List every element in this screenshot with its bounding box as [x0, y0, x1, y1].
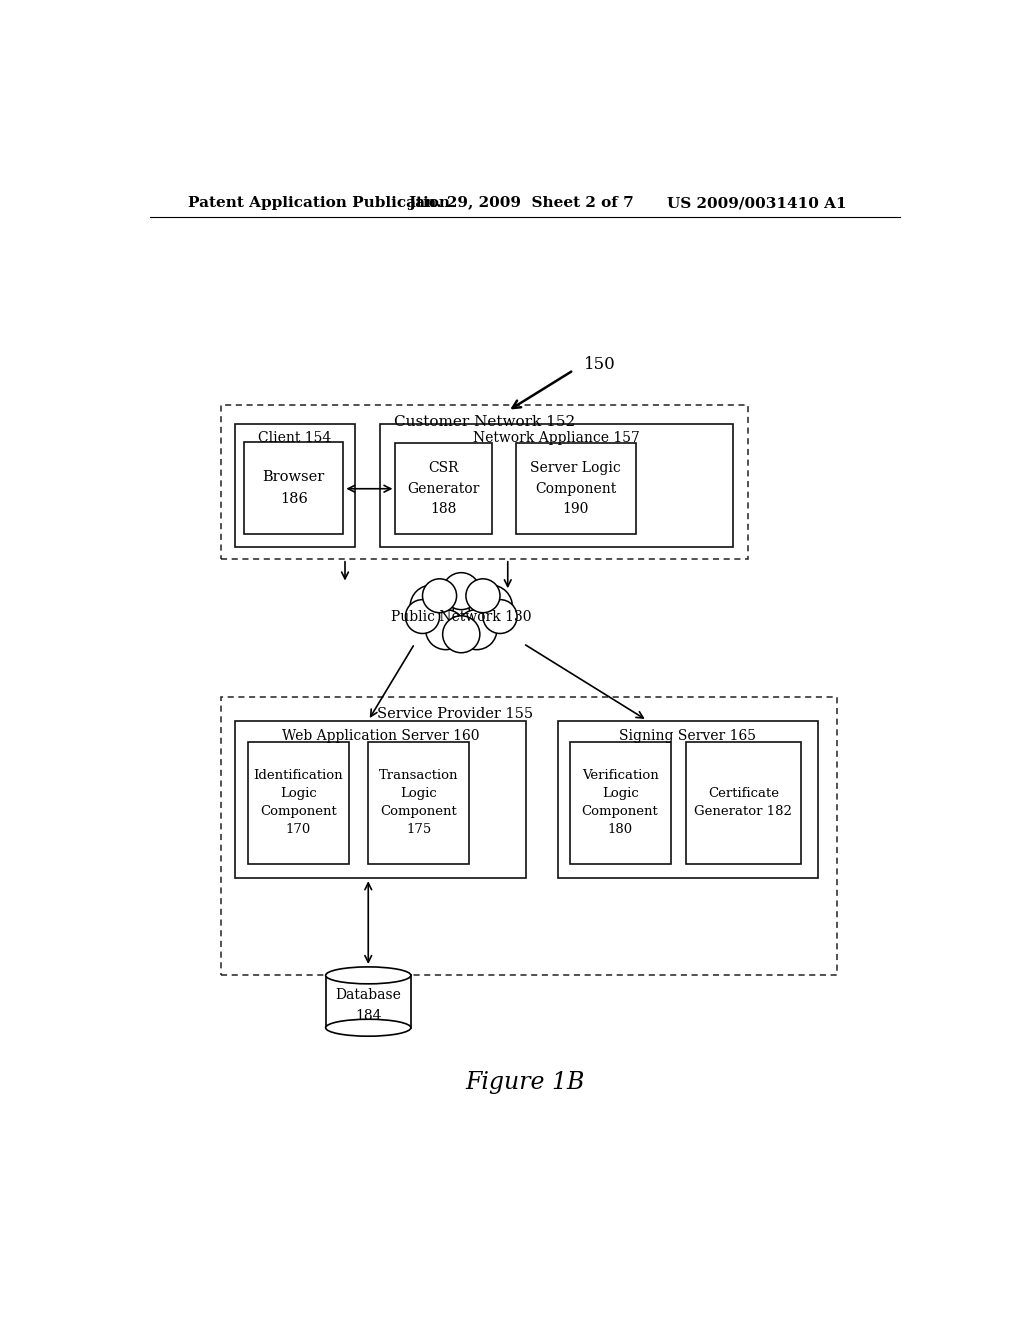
Circle shape — [442, 573, 480, 610]
Text: US 2009/0031410 A1: US 2009/0031410 A1 — [667, 197, 846, 210]
Bar — [569, 742, 671, 863]
Circle shape — [469, 585, 512, 628]
Circle shape — [432, 583, 490, 642]
Bar — [248, 742, 349, 863]
Text: Server Logic
Component
190: Server Logic Component 190 — [530, 461, 621, 516]
Text: Patent Application Publication: Patent Application Publication — [188, 197, 451, 210]
Bar — [234, 721, 525, 878]
Circle shape — [442, 615, 480, 653]
Bar — [245, 442, 343, 535]
Bar — [515, 444, 636, 535]
Ellipse shape — [326, 966, 411, 983]
Bar — [326, 975, 411, 1028]
Bar — [558, 721, 818, 878]
Text: Certificate
Generator 182: Certificate Generator 182 — [694, 788, 793, 818]
Text: Public Network 130: Public Network 130 — [391, 610, 531, 623]
Text: Network Appliance 157: Network Appliance 157 — [473, 430, 640, 445]
Text: Identification
Logic
Component
170: Identification Logic Component 170 — [254, 770, 343, 837]
Circle shape — [423, 578, 457, 612]
Text: 150: 150 — [584, 356, 615, 374]
Text: Service Provider 155: Service Provider 155 — [377, 708, 534, 721]
Text: Browser
186: Browser 186 — [263, 470, 325, 507]
Text: Web Application Server 160: Web Application Server 160 — [282, 729, 479, 743]
Bar — [369, 742, 469, 863]
Circle shape — [483, 599, 517, 634]
Bar — [686, 742, 801, 863]
Bar — [380, 424, 732, 548]
Text: Figure 1B: Figure 1B — [465, 1071, 585, 1094]
Ellipse shape — [326, 1019, 411, 1036]
Text: Signing Server 165: Signing Server 165 — [620, 729, 757, 743]
Circle shape — [457, 610, 497, 649]
Text: Jan. 29, 2009  Sheet 2 of 7: Jan. 29, 2009 Sheet 2 of 7 — [409, 197, 634, 210]
Bar — [234, 424, 355, 548]
Bar — [221, 697, 838, 974]
Circle shape — [406, 599, 439, 634]
Text: Client 154: Client 154 — [258, 430, 332, 445]
Text: Verification
Logic
Component
180: Verification Logic Component 180 — [582, 770, 658, 837]
Bar — [395, 444, 493, 535]
Text: Database
184: Database 184 — [335, 989, 401, 1023]
Bar — [221, 405, 748, 558]
Circle shape — [466, 578, 500, 612]
Text: Customer Network 152: Customer Network 152 — [394, 414, 575, 429]
Text: CSR
Generator
188: CSR Generator 188 — [408, 461, 480, 516]
Circle shape — [426, 610, 466, 649]
Text: Transaction
Logic
Component
175: Transaction Logic Component 175 — [379, 770, 459, 837]
Circle shape — [410, 585, 454, 628]
